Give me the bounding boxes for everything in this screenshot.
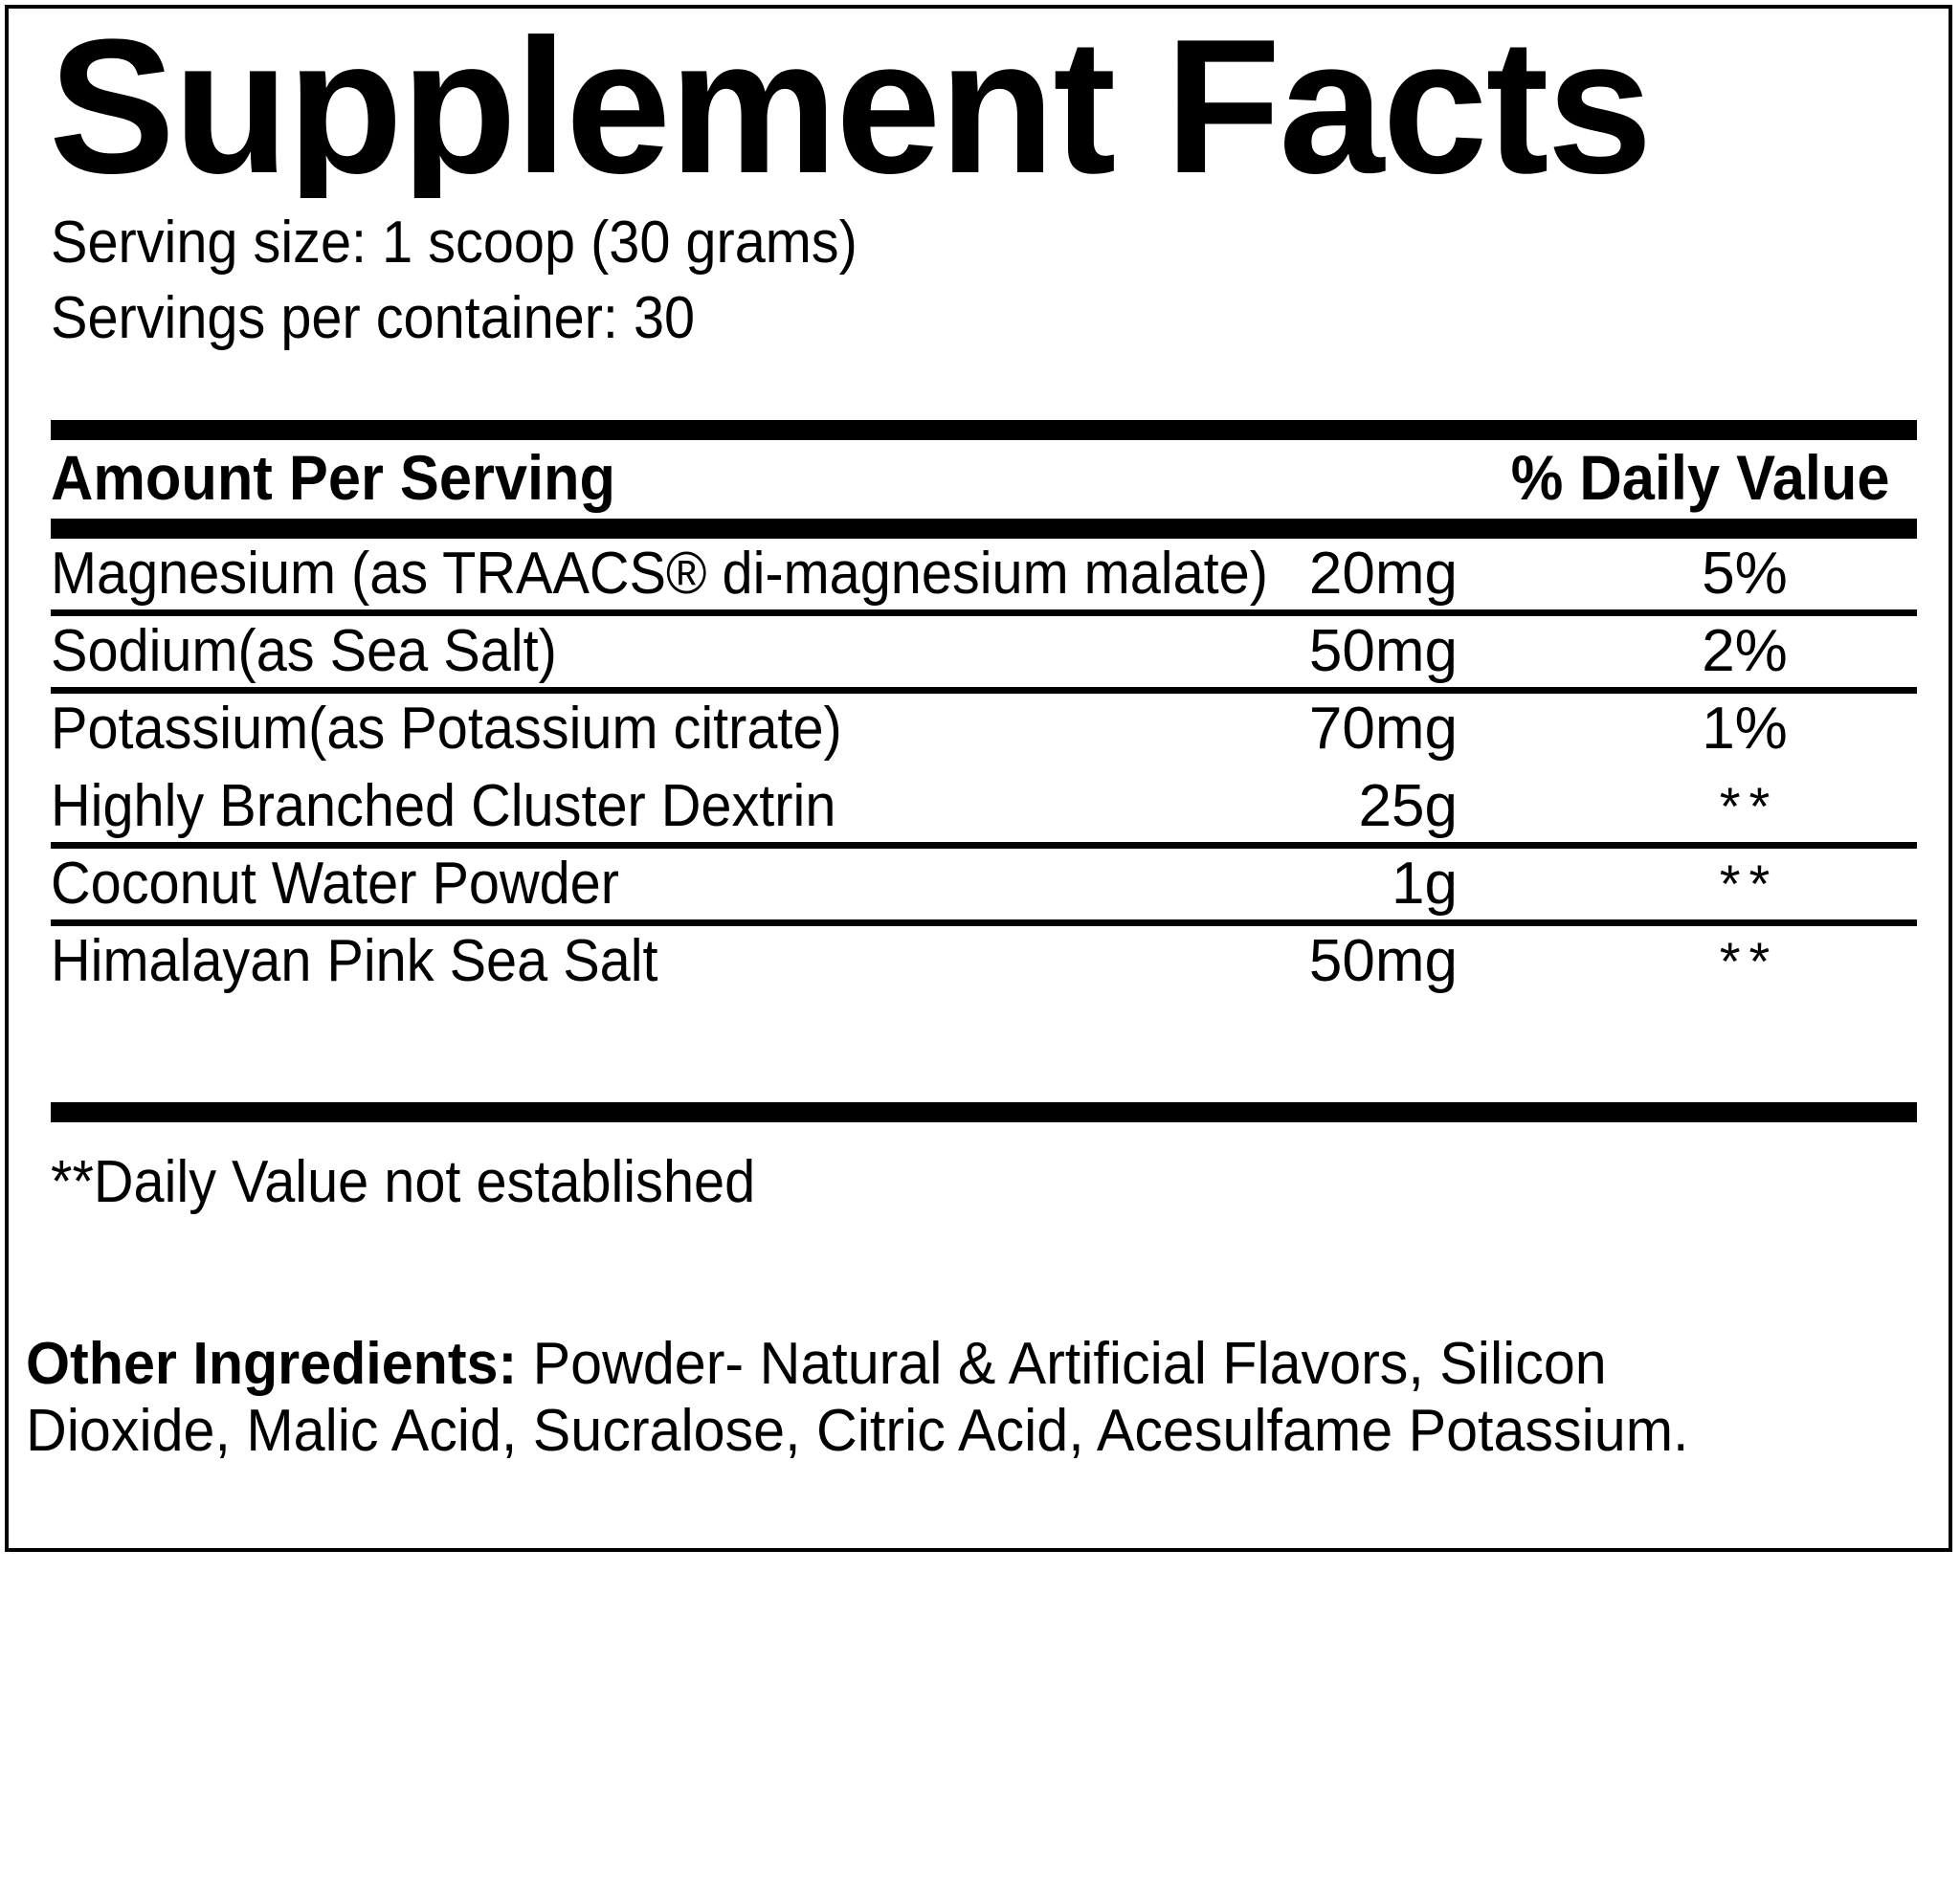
amount-per-serving-header: Amount Per Serving: [51, 442, 616, 513]
table-row: Magnesium (as TRAACS® di-magnesium malat…: [51, 539, 1917, 609]
rule-below-header: [51, 519, 1917, 539]
table-row: Coconut Water Powder 1g **: [51, 849, 1917, 919]
nutrient-amount: 50mg: [1308, 928, 1458, 994]
nutrient-daily-value: 1%: [1702, 696, 1788, 762]
nutrient-daily-value: **: [1719, 853, 1779, 914]
nutrient-daily-value: **: [1719, 931, 1779, 991]
nutrient-daily-value: 2%: [1702, 618, 1788, 684]
rule-below-table: [51, 1102, 1917, 1122]
other-ingredients-block: Other Ingredients: Powder- Natural & Art…: [26, 1331, 1781, 1465]
daily-value-header: % Daily Value: [1511, 442, 1890, 513]
other-ingredients-text: Powder- Natural & Artificial Flavors, Si…: [26, 1331, 1689, 1464]
nutrient-name: Potassium(as Potassium citrate): [51, 696, 842, 762]
nutrient-amount: 70mg: [1308, 696, 1458, 762]
row-divider: [51, 609, 1917, 616]
supplement-facts-panel: Supplement Facts Serving size: 1 scoop (…: [5, 5, 1952, 1552]
daily-value-footnote: **Daily Value not established: [51, 1149, 756, 1215]
serving-size-line: Serving size: 1 scoop (30 grams): [51, 210, 858, 276]
nutrient-amount: 1g: [1392, 851, 1458, 917]
row-spacer: [51, 764, 1917, 771]
row-divider: [51, 687, 1917, 694]
nutrient-name: Sodium(as Sea Salt): [51, 618, 557, 684]
nutrient-amount: 20mg: [1308, 541, 1458, 607]
row-spacer: [51, 997, 1917, 1004]
nutrient-name: Highly Branched Cluster Dextrin: [51, 773, 836, 839]
servings-per-container-line: Servings per container: 30: [51, 285, 696, 351]
nutrient-name: Coconut Water Powder: [51, 851, 619, 917]
nutrient-amount: 50mg: [1308, 618, 1458, 684]
serving-information: Serving size: 1 scoop (30 grams) Serving…: [51, 213, 1391, 348]
supplement-facts-inner: Supplement Facts Serving size: 1 scoop (…: [26, 9, 1917, 1548]
table-row: Sodium(as Sea Salt) 50mg 2%: [51, 616, 1917, 687]
nutrient-name: Magnesium (as TRAACS® di-magnesium malat…: [51, 541, 1268, 607]
table-row: Himalayan Pink Sea Salt 50mg **: [51, 926, 1917, 997]
nutrient-table-body: Magnesium (as TRAACS® di-magnesium malat…: [51, 539, 1917, 1004]
other-ingredients-label: Other Ingredients:: [26, 1331, 518, 1397]
table-row: Potassium(as Potassium citrate) 70mg 1%: [51, 694, 1917, 764]
row-divider: [51, 842, 1917, 849]
rule-above-header: [51, 420, 1917, 440]
page-title: Supplement Facts: [49, 16, 1653, 198]
nutrient-name: Himalayan Pink Sea Salt: [51, 928, 658, 994]
nutrient-amount: 25g: [1358, 773, 1458, 839]
table-header-row: Amount Per Serving % Daily Value: [51, 444, 1917, 517]
nutrient-daily-value: **: [1719, 776, 1779, 836]
nutrient-daily-value: 5%: [1702, 541, 1788, 607]
row-divider: [51, 919, 1917, 926]
table-row: Highly Branched Cluster Dextrin 25g **: [51, 771, 1917, 842]
